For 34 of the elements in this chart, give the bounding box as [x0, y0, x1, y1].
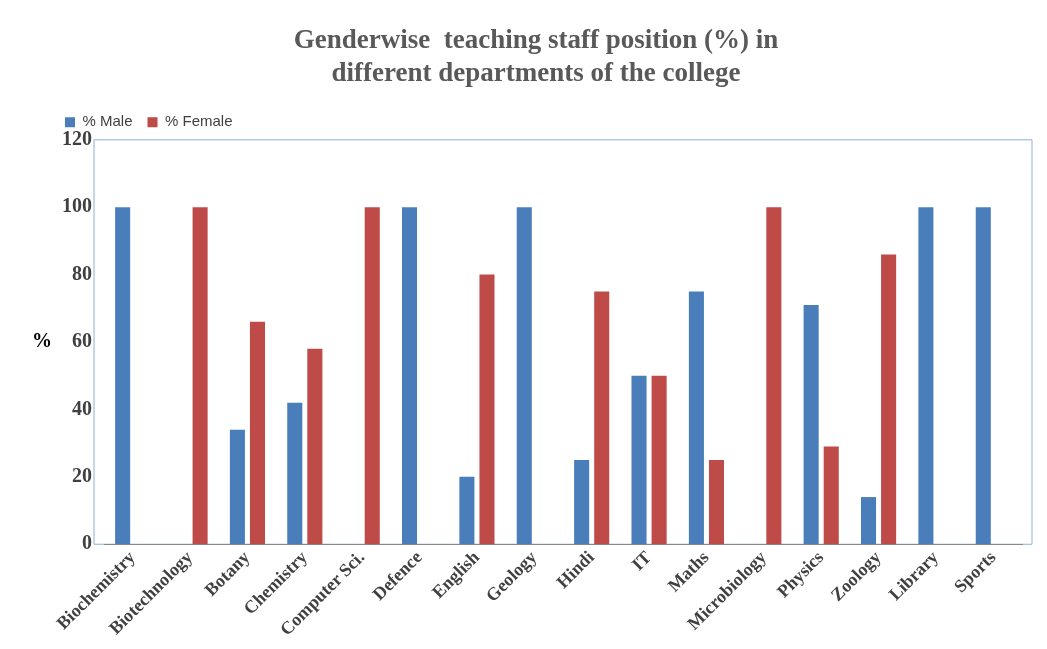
bar [307, 348, 323, 545]
bar [651, 375, 667, 545]
y-tick-label: 60 [72, 329, 92, 352]
bar [688, 291, 704, 545]
chart-title: Genderwise teaching staff position (%) in different departments of the college [293, 24, 779, 87]
y-tick-label: 0 [82, 531, 92, 554]
bar [229, 429, 245, 545]
bar [918, 207, 934, 545]
bar [401, 207, 418, 545]
bar [803, 304, 819, 545]
y-tick-label: 40 [72, 396, 92, 419]
bar [479, 274, 495, 545]
bar [192, 207, 208, 545]
bar [975, 207, 991, 545]
bar [249, 321, 266, 545]
bar [364, 207, 380, 545]
bar [823, 446, 839, 545]
legend-label: % Female [165, 112, 233, 130]
y-tick-label: 100 [62, 194, 92, 217]
x-tick-label: IT [627, 546, 656, 575]
y-tick-label: 80 [72, 261, 92, 284]
y-tick-label: 20 [72, 464, 92, 487]
y-axis-title: % [32, 329, 52, 352]
bar [516, 207, 532, 545]
bar [287, 402, 303, 545]
bar [860, 497, 877, 545]
bar [594, 291, 610, 545]
bar [881, 254, 897, 545]
bar [708, 459, 725, 545]
bar [574, 459, 590, 545]
bar [766, 207, 782, 545]
bar [631, 375, 647, 545]
bar [115, 207, 131, 545]
bar [459, 476, 475, 545]
